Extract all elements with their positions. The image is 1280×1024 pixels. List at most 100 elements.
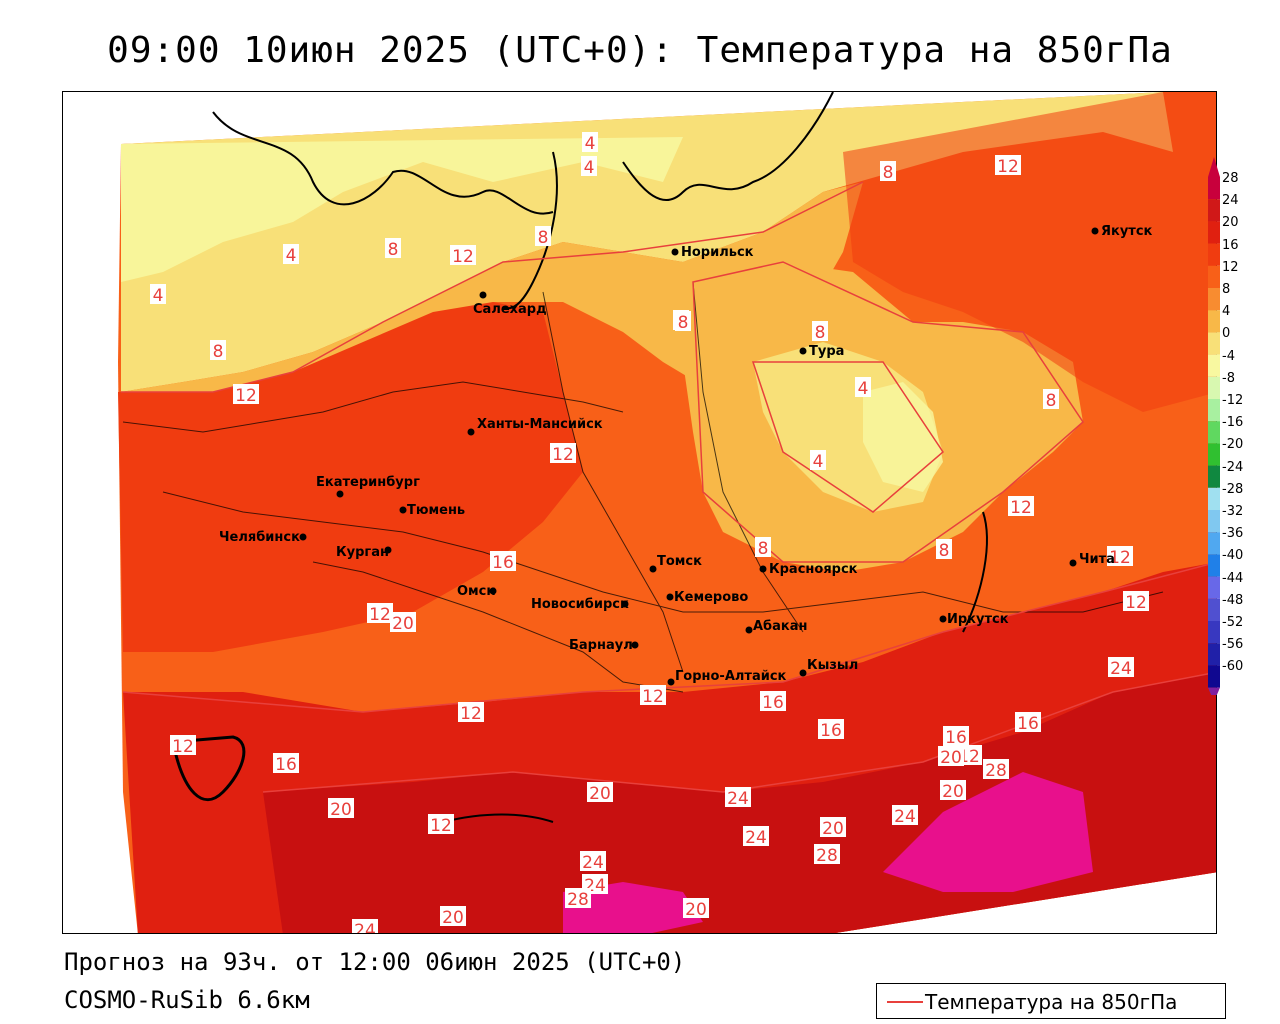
svg-text:8: 8 bbox=[815, 323, 826, 343]
city-marker bbox=[399, 506, 407, 514]
contour-value-label: 24 bbox=[892, 805, 918, 827]
svg-text:8: 8 bbox=[939, 541, 950, 561]
city-marker bbox=[759, 565, 767, 573]
colorbar-swatch bbox=[1208, 598, 1220, 621]
colorbar-swatch bbox=[1208, 465, 1220, 488]
map-canvas: 4812848812481284848121212128812162024121… bbox=[118, 92, 1216, 934]
city-label: Челябинск bbox=[219, 530, 300, 545]
svg-text:20: 20 bbox=[589, 784, 611, 804]
city-marker bbox=[621, 600, 629, 608]
colorbar-tick-label: -28 bbox=[1222, 481, 1244, 497]
colorbar-tick-label: -16 bbox=[1222, 415, 1244, 431]
city-label: Кемерово bbox=[674, 590, 748, 605]
svg-text:12: 12 bbox=[642, 687, 664, 707]
city-label: Томск bbox=[657, 554, 702, 569]
colorbar-tick-label: 0 bbox=[1222, 326, 1231, 342]
colorbar-tick-label: 20 bbox=[1222, 215, 1239, 231]
svg-text:12: 12 bbox=[1010, 498, 1032, 518]
svg-text:24: 24 bbox=[354, 921, 376, 934]
contour-value-label: 8 bbox=[535, 226, 551, 248]
svg-text:16: 16 bbox=[275, 755, 297, 775]
colorbar-swatch bbox=[1208, 221, 1220, 244]
colorbar-tick-label: 4 bbox=[1222, 304, 1231, 320]
contour-value-label: 8 bbox=[675, 311, 691, 333]
contour-value-label: 16 bbox=[1015, 712, 1041, 734]
contour-value-label: 28 bbox=[983, 759, 1009, 781]
colorbar-swatch bbox=[1208, 310, 1220, 333]
contour-value-label: 4 bbox=[855, 377, 871, 399]
svg-text:12: 12 bbox=[172, 737, 194, 757]
colorbar-tick-label: 24 bbox=[1222, 193, 1239, 209]
contour-value-label: 16 bbox=[273, 753, 299, 775]
svg-text:24: 24 bbox=[582, 853, 604, 873]
contour-value-label: 12 bbox=[995, 155, 1021, 177]
svg-text:12: 12 bbox=[997, 157, 1019, 177]
contour-value-label: 12 bbox=[640, 685, 666, 707]
svg-text:28: 28 bbox=[985, 761, 1007, 781]
svg-text:16: 16 bbox=[945, 728, 967, 748]
contour-value-label: 12 bbox=[1107, 546, 1133, 568]
svg-text:4: 4 bbox=[286, 246, 297, 266]
contour-value-label: 12 bbox=[1123, 591, 1149, 613]
colorbar-tick-label: 12 bbox=[1222, 259, 1239, 275]
contour-value-label: 8 bbox=[755, 537, 771, 559]
svg-text:8: 8 bbox=[388, 240, 399, 260]
colorbar-swatch bbox=[1208, 177, 1220, 200]
svg-text:8: 8 bbox=[213, 342, 224, 362]
city-label: Иркутск bbox=[947, 612, 1009, 627]
contour-value-label: 12 bbox=[550, 443, 576, 465]
city-marker bbox=[1091, 227, 1099, 235]
svg-text:20: 20 bbox=[685, 900, 707, 920]
colorbar-swatch bbox=[1208, 354, 1220, 377]
svg-text:12: 12 bbox=[430, 816, 452, 836]
colorbar-swatch bbox=[1208, 665, 1220, 688]
contour-value-label: 8 bbox=[1043, 389, 1059, 411]
contour-value-label: 12 bbox=[450, 245, 476, 267]
colorbar-tick-label: -56 bbox=[1222, 637, 1244, 653]
colorbar-swatch bbox=[1208, 576, 1220, 599]
city-label: Красноярск bbox=[769, 562, 858, 577]
svg-text:8: 8 bbox=[758, 539, 769, 559]
svg-text:16: 16 bbox=[762, 693, 784, 713]
contour-value-label: 24 bbox=[580, 851, 606, 873]
contour-value-label: 4 bbox=[810, 450, 826, 472]
legend-line-swatch bbox=[887, 1001, 923, 1003]
svg-text:20: 20 bbox=[392, 614, 414, 634]
svg-text:24: 24 bbox=[727, 789, 749, 809]
contour-value-label: 8 bbox=[880, 161, 896, 183]
colorbar-tick-label: -40 bbox=[1222, 548, 1244, 564]
contour-value-label: 12 bbox=[233, 384, 259, 406]
colorbar-swatch bbox=[1208, 332, 1220, 355]
city-marker bbox=[799, 347, 807, 355]
colorbar-tick-label: -60 bbox=[1222, 659, 1244, 675]
city-label: Кызыл bbox=[807, 658, 858, 673]
colorbar-tick-label: -44 bbox=[1222, 570, 1244, 586]
city-marker bbox=[467, 428, 475, 436]
contour-value-label: 20 bbox=[587, 782, 613, 804]
contour-value-label: 12 bbox=[367, 603, 393, 625]
colorbar-swatch bbox=[1208, 532, 1220, 555]
contour-value-label: 8 bbox=[812, 321, 828, 343]
svg-text:12: 12 bbox=[1109, 548, 1131, 568]
city-marker bbox=[336, 490, 344, 498]
temperature-map[interactable]: 4812848812481284848121212128812162024121… bbox=[62, 91, 1217, 934]
contour-value-label: 20 bbox=[820, 817, 846, 839]
temperature-fill bbox=[118, 92, 1216, 933]
contour-value-label: 24 bbox=[743, 826, 769, 848]
colorbar-top-arrow bbox=[1208, 157, 1220, 177]
svg-text:24: 24 bbox=[1110, 659, 1132, 679]
colorbar-swatch bbox=[1208, 621, 1220, 644]
svg-text:4: 4 bbox=[813, 452, 824, 472]
colorbar-swatch bbox=[1208, 376, 1220, 399]
city-label: Новосибирск bbox=[531, 597, 629, 612]
colorbar-svg bbox=[1208, 157, 1220, 695]
svg-text:20: 20 bbox=[942, 782, 964, 802]
colorbar-tick-label: 8 bbox=[1222, 282, 1231, 297]
city-marker bbox=[384, 546, 392, 554]
city-layer: Норильск Якутск Салехард Тура Ханты-Мансийск… bbox=[219, 224, 1153, 686]
colorbar-swatch bbox=[1208, 199, 1220, 222]
city-label: Абакан bbox=[753, 619, 808, 634]
svg-text:8: 8 bbox=[538, 228, 549, 248]
colorbar-swatch bbox=[1208, 288, 1220, 311]
city-label: Омск bbox=[457, 584, 495, 599]
